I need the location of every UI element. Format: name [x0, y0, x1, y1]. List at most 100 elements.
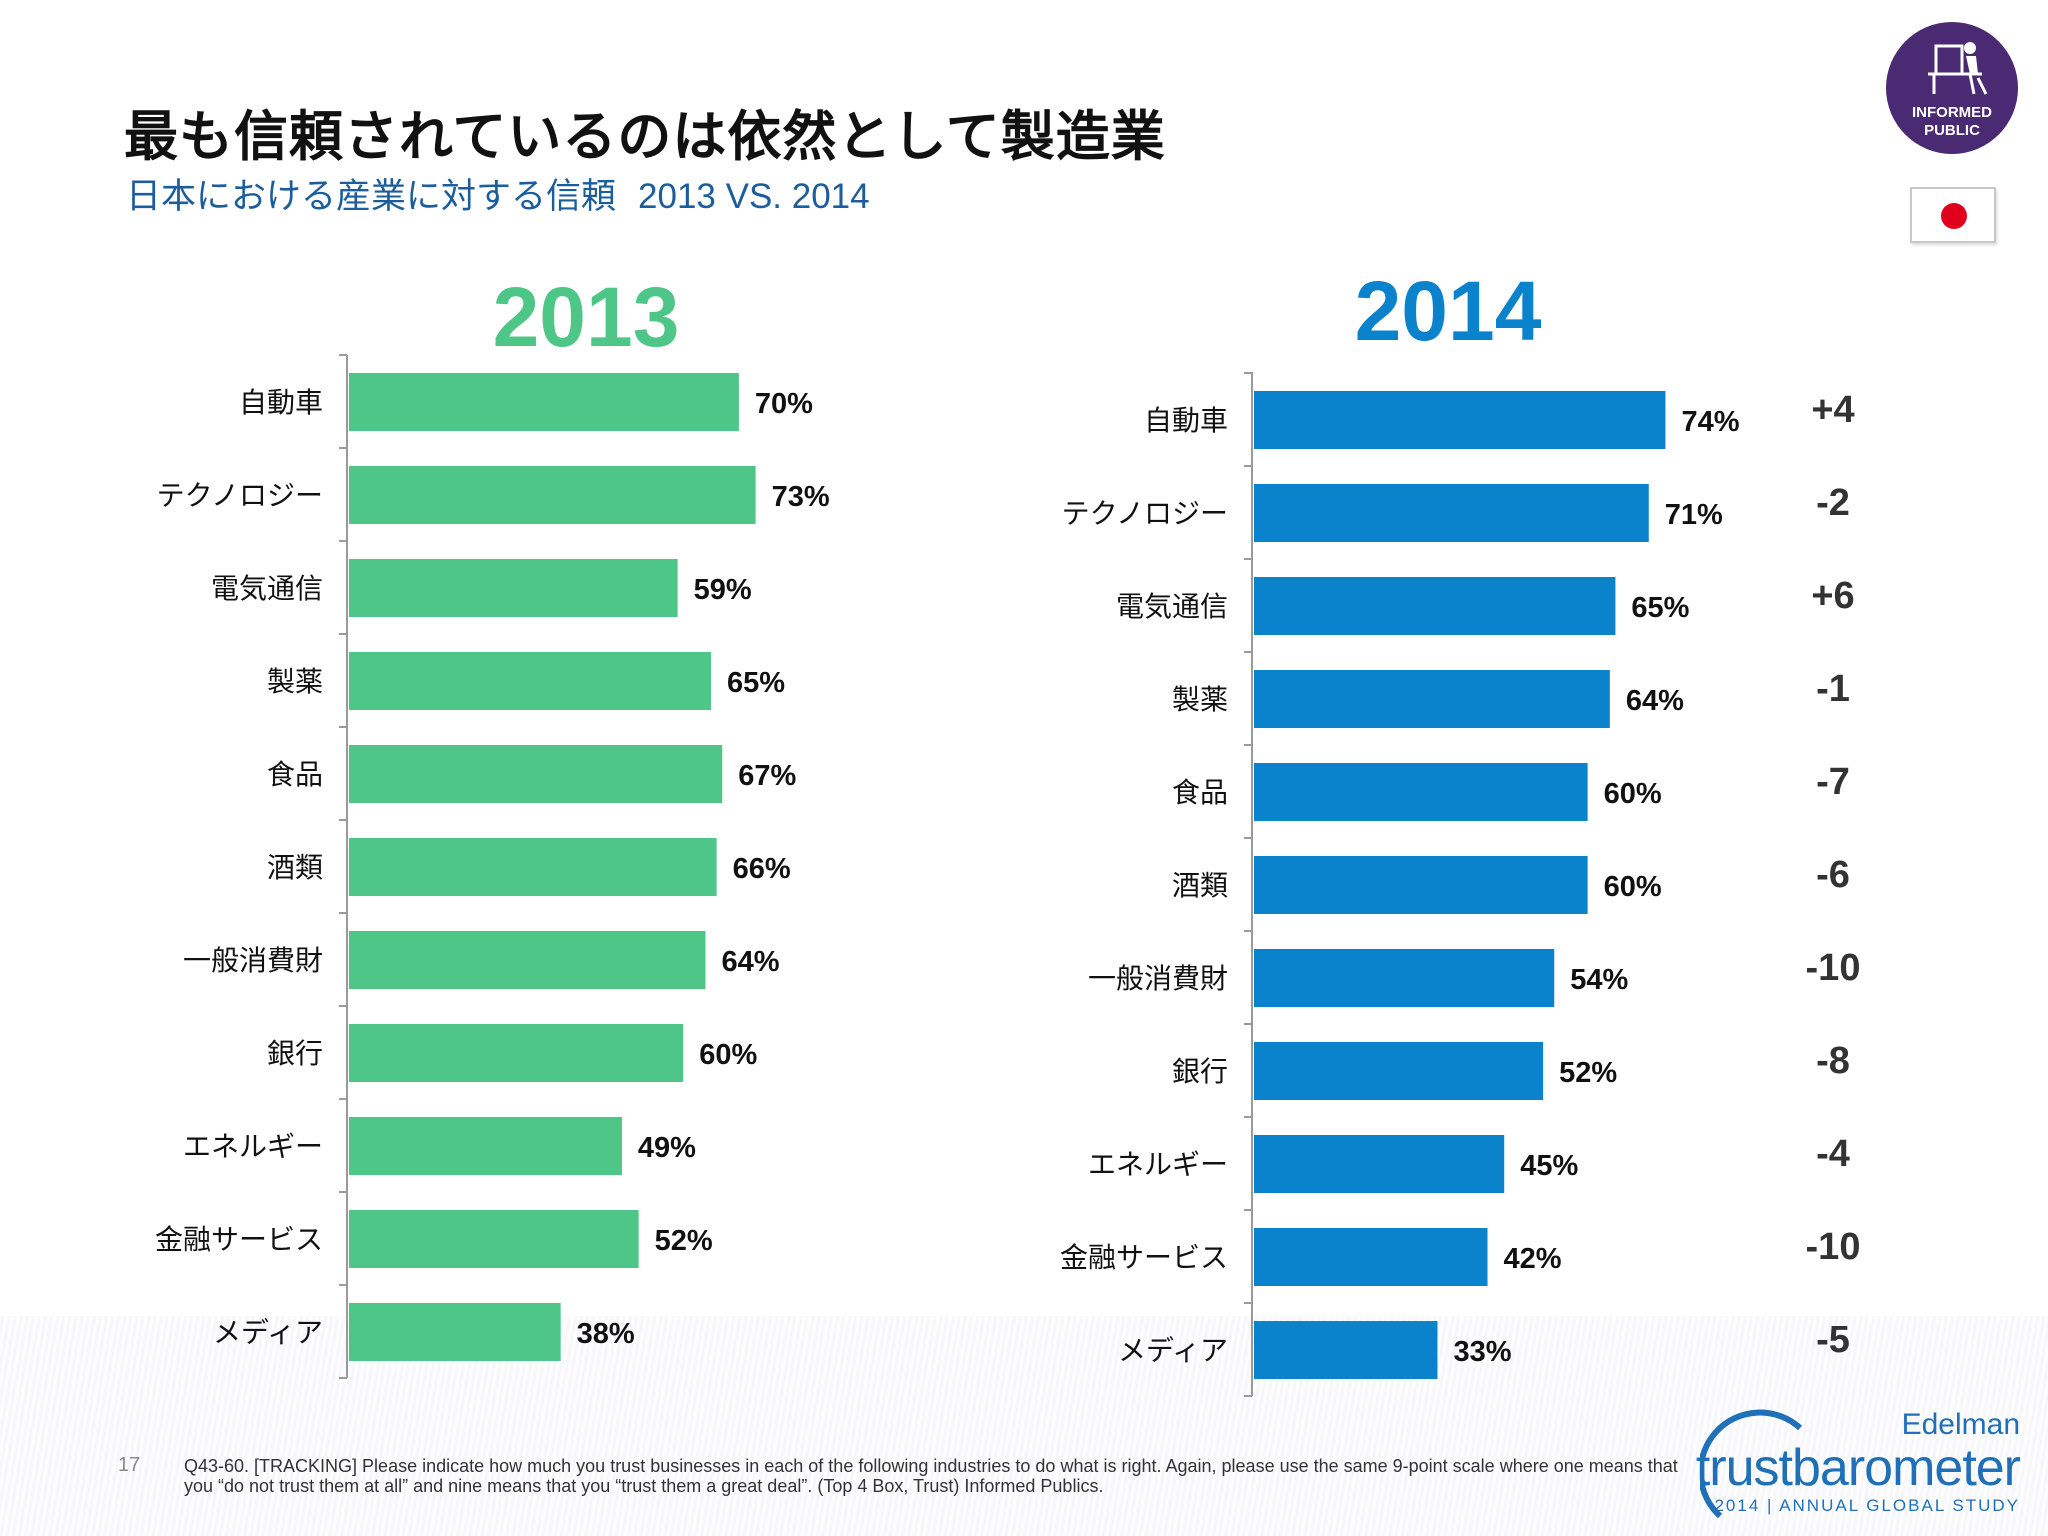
bar-2014-6	[1254, 949, 1555, 1007]
data-label: 74%	[1681, 406, 1739, 438]
flag-red-disc	[1941, 203, 1967, 229]
category-label: 製薬	[1172, 683, 1228, 716]
survey-footnote: Q43-60. [TRACKING] Please indicate how m…	[184, 1456, 1678, 1496]
change-label: -4	[1816, 1133, 1850, 1175]
category-label: 一般消費財	[183, 944, 323, 977]
badge-line-2: PUBLIC	[1924, 122, 1980, 139]
informed-public-badge: INFORMED PUBLIC	[1886, 22, 2018, 154]
data-label: 60%	[1604, 778, 1662, 810]
category-label: メディア	[213, 1316, 323, 1349]
change-label: -1	[1816, 668, 1850, 710]
logo-tagline: 2014 | ANNUAL GLOBAL STUDY	[1714, 1496, 2020, 1515]
bar-2013-3	[349, 652, 712, 710]
logo-product: trustbarometer	[1695, 1438, 2021, 1498]
data-label: 49%	[638, 1132, 696, 1164]
data-label: 42%	[1504, 1243, 1562, 1275]
bar-2014-1	[1254, 484, 1649, 542]
bar-2013-5	[349, 838, 717, 896]
category-label: 金融サービス	[155, 1223, 323, 1256]
change-label: -2	[1816, 482, 1850, 524]
category-label: テクノロジー	[1062, 497, 1228, 530]
bar-2014-7	[1254, 1042, 1544, 1100]
category-label: 酒類	[1172, 869, 1228, 902]
category-label: テクノロジー	[157, 479, 323, 512]
change-label: -10	[1806, 1226, 1861, 1268]
category-label: 金融サービス	[1060, 1241, 1228, 1274]
data-label: 64%	[721, 946, 779, 978]
bar-2014-9	[1254, 1228, 1488, 1286]
bar-2013-9	[349, 1210, 639, 1268]
badge-label: INFORMED PUBLIC	[1886, 104, 2018, 140]
edelman-trust-barometer-logo: Edelman trustbarometer 2014 | ANNUAL GLO…	[1696, 1400, 2021, 1530]
category-label: エネルギー	[183, 1130, 323, 1163]
bar-2014-2	[1254, 577, 1616, 635]
change-label: -6	[1816, 854, 1850, 896]
logo-brand: Edelman	[1901, 1408, 2020, 1441]
bar-2013-2	[349, 559, 678, 617]
change-label: -10	[1806, 947, 1861, 989]
category-label: メディア	[1118, 1334, 1228, 1367]
data-label: 52%	[655, 1225, 713, 1257]
data-label: 71%	[1665, 499, 1723, 531]
bar-2014-4	[1254, 763, 1588, 821]
bar-2013-4	[349, 745, 723, 803]
bar-2013-8	[349, 1117, 622, 1175]
category-label: 自動車	[1144, 404, 1228, 437]
change-label: -8	[1816, 1040, 1850, 1082]
bar-2013-7	[349, 1024, 684, 1082]
category-label: 製薬	[267, 665, 323, 698]
page-title: 最も信頼されているのは依然として製造業	[124, 105, 1166, 168]
category-label: 銀行	[1172, 1055, 1228, 1088]
category-label: 一般消費財	[1088, 962, 1228, 995]
category-label: 自動車	[239, 386, 323, 419]
category-label: 食品	[1172, 776, 1228, 809]
category-label: 電気通信	[211, 572, 323, 605]
data-label: 60%	[699, 1039, 757, 1071]
data-label: 64%	[1626, 685, 1684, 717]
data-label: 45%	[1520, 1150, 1578, 1182]
subtitle-years: 2013 VS. 2014	[638, 177, 870, 216]
chart-2013-title: 2013	[493, 270, 680, 364]
data-label: 65%	[1631, 592, 1689, 624]
bar-2014-3	[1254, 670, 1610, 728]
data-label: 65%	[727, 667, 785, 699]
chart-2014-title: 2014	[1355, 264, 1542, 358]
logo-product-bold: barometer	[1792, 1439, 2021, 1497]
category-label: エネルギー	[1088, 1148, 1228, 1181]
data-label: 66%	[733, 853, 791, 885]
category-label: 電気通信	[1116, 590, 1228, 623]
data-label: 60%	[1604, 871, 1662, 903]
bar-2014-8	[1254, 1135, 1505, 1193]
subtitle-text: 日本における産業に対する信頼	[126, 177, 617, 217]
data-label: 67%	[738, 760, 796, 792]
logo-product-light: trust	[1695, 1439, 1793, 1497]
data-label: 52%	[1559, 1057, 1617, 1089]
person-at-desk-icon	[1928, 42, 1988, 95]
data-label: 54%	[1570, 964, 1628, 996]
change-label: -5	[1816, 1319, 1850, 1361]
change-label: -7	[1816, 761, 1850, 803]
bar-2013-0	[349, 373, 739, 431]
bar-2014-0	[1254, 391, 1666, 449]
japan-flag-icon	[1910, 187, 1996, 243]
data-label: 33%	[1453, 1336, 1511, 1368]
trust-comparison-chart: 2013 自動車 70% テクノロジー 73% 電気通信 59% 製薬 65% 食品 67% 酒類 66…	[155, 264, 1861, 1397]
data-label: 38%	[577, 1318, 635, 1350]
page-subtitle: 日本における産業に対する信頼 2013 VS. 2014	[126, 168, 870, 219]
bar-2013-6	[349, 931, 706, 989]
bar-2014-10	[1254, 1321, 1438, 1379]
data-label: 73%	[772, 481, 830, 513]
bar-2014-5	[1254, 856, 1588, 914]
bar-2013-1	[349, 466, 756, 524]
page-number: 17	[118, 1454, 141, 1476]
logo-arc-icon	[1700, 1409, 1803, 1519]
change-label: +4	[1811, 389, 1854, 431]
category-label: 酒類	[267, 851, 323, 884]
category-label: 銀行	[267, 1037, 323, 1070]
badge-line-1: INFORMED	[1912, 104, 1992, 121]
data-label: 59%	[694, 574, 752, 606]
change-label: +6	[1811, 575, 1854, 617]
bar-2013-10	[349, 1303, 561, 1361]
category-label: 食品	[267, 758, 323, 791]
data-label: 70%	[755, 388, 813, 420]
